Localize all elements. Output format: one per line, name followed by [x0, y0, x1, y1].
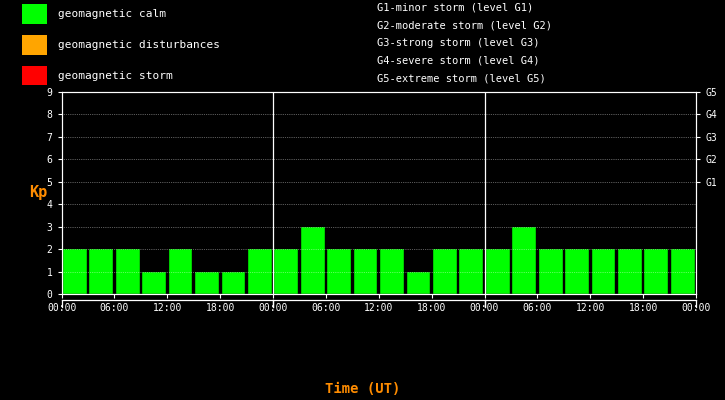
- Bar: [22, 66, 47, 85]
- Text: G4-severe storm (level G4): G4-severe storm (level G4): [377, 56, 539, 66]
- Text: G2-moderate storm (level G2): G2-moderate storm (level G2): [377, 20, 552, 30]
- Bar: [671, 249, 695, 294]
- Bar: [169, 249, 192, 294]
- Text: geomagnetic calm: geomagnetic calm: [58, 9, 166, 19]
- Bar: [327, 249, 351, 294]
- Bar: [195, 272, 219, 294]
- Text: geomagnetic disturbances: geomagnetic disturbances: [58, 40, 220, 50]
- Text: G5-extreme storm (level G5): G5-extreme storm (level G5): [377, 73, 546, 83]
- Bar: [407, 272, 431, 294]
- Bar: [618, 249, 642, 294]
- Bar: [380, 249, 404, 294]
- Bar: [486, 249, 510, 294]
- Bar: [274, 249, 298, 294]
- Bar: [645, 249, 668, 294]
- Bar: [116, 249, 140, 294]
- Bar: [566, 249, 589, 294]
- Bar: [22, 35, 47, 54]
- Bar: [89, 249, 113, 294]
- Text: G1-minor storm (level G1): G1-minor storm (level G1): [377, 3, 534, 13]
- Bar: [592, 249, 616, 294]
- Bar: [354, 249, 378, 294]
- Bar: [301, 227, 325, 294]
- Bar: [513, 227, 536, 294]
- Text: G3-strong storm (level G3): G3-strong storm (level G3): [377, 38, 539, 48]
- Bar: [433, 249, 457, 294]
- Bar: [539, 249, 563, 294]
- Text: geomagnetic storm: geomagnetic storm: [58, 71, 173, 81]
- Bar: [142, 272, 166, 294]
- Bar: [22, 4, 47, 24]
- Bar: [248, 249, 272, 294]
- Bar: [222, 272, 245, 294]
- Bar: [63, 249, 87, 294]
- Bar: [460, 249, 484, 294]
- Y-axis label: Kp: Kp: [29, 186, 48, 200]
- Text: Time (UT): Time (UT): [325, 382, 400, 396]
